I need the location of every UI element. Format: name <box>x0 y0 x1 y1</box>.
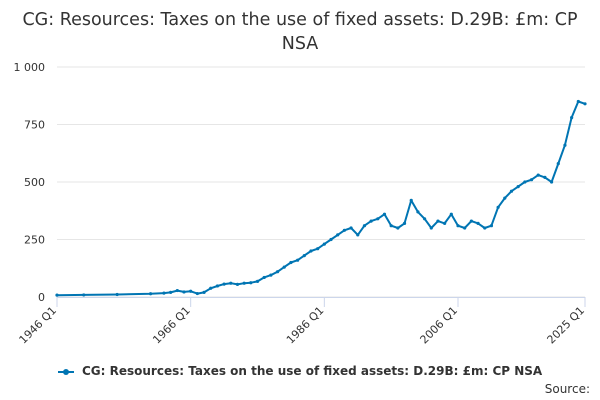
legend-swatch-icon <box>57 367 74 377</box>
data-point[interactable] <box>483 226 487 230</box>
data-point[interactable] <box>396 226 400 230</box>
data-point[interactable] <box>529 178 534 182</box>
data-point[interactable] <box>469 219 473 223</box>
data-point[interactable] <box>329 237 333 242</box>
data-point[interactable] <box>189 289 193 293</box>
legend[interactable]: CG: Resources: Taxes on the use of fixed… <box>0 364 600 378</box>
data-point[interactable] <box>443 221 447 225</box>
data-point[interactable] <box>148 292 153 296</box>
data-point[interactable] <box>436 219 440 223</box>
data-point[interactable] <box>549 180 554 184</box>
x-axis: 1946 Q1 1966 Q1 1986 Q1 2006 Q1 2025 Q1 <box>17 297 588 347</box>
data-point[interactable] <box>563 143 567 147</box>
data-point[interactable] <box>422 217 427 221</box>
chart-title: CG: Resources: Taxes on the use of fixed… <box>22 10 578 54</box>
data-point[interactable] <box>496 205 500 209</box>
data-point[interactable] <box>162 291 166 295</box>
data-point[interactable] <box>489 224 494 228</box>
data-point[interactable] <box>269 273 273 277</box>
gridlines <box>57 66 585 298</box>
data-point[interactable] <box>543 175 547 179</box>
data-point[interactable] <box>296 258 300 262</box>
x-tick-label: 2025 Q1 <box>545 304 588 347</box>
data-point[interactable] <box>536 173 540 177</box>
data-point[interactable] <box>336 233 340 237</box>
y-axis-ticks: 0 250 500 750 1 000 <box>14 61 46 304</box>
y-tick-label: 250 <box>24 234 45 247</box>
data-point[interactable] <box>463 226 467 230</box>
series-layer <box>55 99 587 297</box>
data-point[interactable] <box>376 217 380 221</box>
data-point[interactable] <box>409 198 413 202</box>
data-point[interactable] <box>429 226 433 230</box>
y-tick-label: 0 <box>38 291 45 304</box>
data-point[interactable] <box>249 281 253 285</box>
data-point[interactable] <box>115 292 119 297</box>
source-label: Source: <box>544 382 590 396</box>
data-point[interactable] <box>55 293 59 297</box>
data-point[interactable] <box>316 247 320 251</box>
data-point[interactable] <box>516 185 520 189</box>
data-point[interactable] <box>282 265 286 269</box>
data-point[interactable] <box>322 242 326 246</box>
data-point[interactable] <box>416 210 420 214</box>
data-point[interactable] <box>356 233 360 237</box>
data-point[interactable] <box>389 224 393 228</box>
data-point[interactable] <box>362 224 367 228</box>
data-point[interactable] <box>570 116 574 120</box>
data-point[interactable] <box>576 99 580 104</box>
data-point[interactable] <box>556 162 560 166</box>
legend-label: CG: Resources: Taxes on the use of fixed… <box>81 364 543 378</box>
x-tick-label: 2006 Q1 <box>418 304 461 347</box>
data-point[interactable] <box>583 102 587 106</box>
data-point[interactable] <box>235 282 240 286</box>
data-point[interactable] <box>242 281 246 285</box>
data-point[interactable] <box>509 189 514 193</box>
data-point[interactable] <box>342 228 346 232</box>
data-point[interactable] <box>175 288 179 293</box>
data-point[interactable] <box>182 290 186 294</box>
data-point[interactable] <box>82 293 86 297</box>
x-tick-label: 1986 Q1 <box>284 304 327 347</box>
y-tick-label: 1 000 <box>14 61 46 74</box>
data-point[interactable] <box>309 249 313 253</box>
data-point[interactable] <box>215 284 220 288</box>
data-point[interactable] <box>255 279 260 283</box>
data-point[interactable] <box>402 221 407 225</box>
data-point[interactable] <box>349 226 353 230</box>
data-point[interactable] <box>222 282 226 286</box>
data-point[interactable] <box>289 260 293 265</box>
data-point[interactable] <box>195 291 199 296</box>
x-tick-label: 1946 Q1 <box>17 304 60 347</box>
y-tick-label: 500 <box>24 176 45 189</box>
data-point[interactable] <box>202 290 206 294</box>
data-point[interactable] <box>169 290 173 294</box>
data-point[interactable] <box>476 221 480 225</box>
y-tick-label: 750 <box>24 119 45 132</box>
data-point[interactable] <box>523 180 527 184</box>
x-tick-label: 1966 Q1 <box>150 304 193 347</box>
data-point[interactable] <box>503 196 507 200</box>
data-point[interactable] <box>449 212 453 216</box>
data-point[interactable] <box>369 219 373 223</box>
data-point[interactable] <box>302 254 306 258</box>
data-point[interactable] <box>456 224 460 228</box>
data-point[interactable] <box>382 212 387 216</box>
data-point[interactable] <box>209 286 213 290</box>
data-point[interactable] <box>275 270 280 274</box>
data-point[interactable] <box>229 281 233 285</box>
data-point[interactable] <box>262 275 266 280</box>
